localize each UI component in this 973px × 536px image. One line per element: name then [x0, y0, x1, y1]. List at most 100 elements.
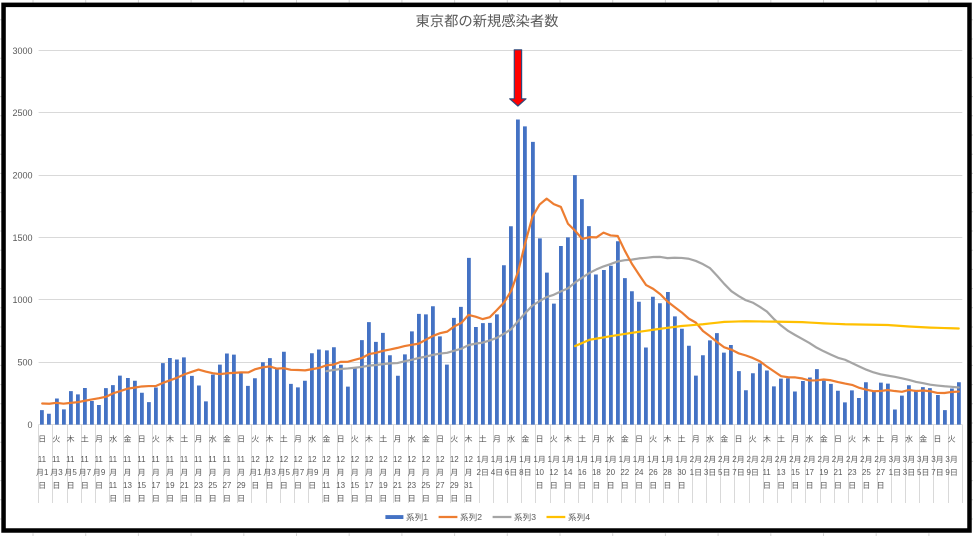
svg-text:12: 12	[279, 455, 288, 464]
svg-text:1: 1	[257, 468, 262, 477]
svg-text:2: 2	[860, 455, 865, 464]
svg-text:2: 2	[746, 455, 751, 464]
svg-text:12: 12	[379, 455, 388, 464]
svg-text:12: 12	[464, 455, 473, 464]
svg-text:29: 29	[450, 481, 459, 490]
svg-text:11: 11	[80, 455, 89, 464]
svg-text:9: 9	[746, 468, 751, 477]
svg-text:11: 11	[322, 481, 331, 490]
svg-text:10: 10	[535, 468, 544, 477]
svg-text:19: 19	[166, 481, 175, 490]
svg-text:12: 12	[549, 468, 558, 477]
svg-text:14: 14	[564, 468, 573, 477]
svg-text:21: 21	[180, 481, 189, 490]
svg-text:1500: 1500	[12, 233, 32, 243]
svg-text:500: 500	[17, 357, 32, 367]
svg-text:27: 27	[436, 481, 445, 490]
svg-text:12: 12	[322, 455, 331, 464]
svg-text:12: 12	[308, 455, 317, 464]
svg-text:17: 17	[365, 481, 374, 490]
svg-text:22: 22	[620, 468, 629, 477]
svg-text:12: 12	[407, 455, 416, 464]
svg-text:12: 12	[393, 455, 402, 464]
svg-text:11: 11	[123, 455, 132, 464]
svg-text:1: 1	[491, 455, 496, 464]
svg-text:19: 19	[379, 481, 388, 490]
svg-text:2: 2	[761, 455, 766, 464]
svg-text:3: 3	[58, 468, 63, 477]
svg-text:2: 2	[789, 455, 794, 464]
svg-text:2: 2	[846, 455, 851, 464]
svg-text:6: 6	[505, 468, 510, 477]
svg-text:2: 2	[775, 455, 780, 464]
svg-text:12: 12	[294, 455, 303, 464]
svg-text:11: 11	[95, 455, 104, 464]
svg-text:3: 3	[271, 468, 276, 477]
svg-text:7: 7	[732, 468, 737, 477]
svg-text:26: 26	[649, 468, 658, 477]
svg-text:18: 18	[592, 468, 601, 477]
svg-text:23: 23	[407, 481, 416, 490]
svg-text:2: 2	[832, 455, 837, 464]
svg-text:3000: 3000	[12, 46, 32, 56]
svg-text:11: 11	[762, 468, 771, 477]
svg-text:20: 20	[606, 468, 615, 477]
svg-text:5: 5	[718, 468, 723, 477]
svg-text:1: 1	[661, 455, 666, 464]
svg-text:25: 25	[421, 481, 430, 490]
svg-text:2: 2	[704, 455, 709, 464]
svg-text:11: 11	[52, 455, 61, 464]
svg-text:12: 12	[336, 455, 345, 464]
svg-text:12: 12	[265, 455, 274, 464]
svg-text:1: 1	[590, 455, 595, 464]
svg-text:12: 12	[421, 455, 430, 464]
svg-text:2: 2	[690, 455, 695, 464]
svg-text:1: 1	[889, 468, 894, 477]
svg-text:15: 15	[137, 481, 146, 490]
svg-text:29: 29	[237, 481, 246, 490]
svg-text:21: 21	[834, 468, 843, 477]
svg-text:1: 1	[675, 455, 680, 464]
svg-text:17: 17	[151, 481, 160, 490]
svg-text:13: 13	[123, 481, 132, 490]
svg-text:1: 1	[604, 455, 609, 464]
svg-text:2: 2	[718, 455, 723, 464]
svg-text:1: 1	[548, 455, 553, 464]
svg-text:1000: 1000	[12, 295, 32, 305]
svg-text:2: 2	[818, 455, 823, 464]
svg-text:0: 0	[27, 420, 32, 430]
svg-text:11: 11	[38, 455, 47, 464]
svg-text:2: 2	[732, 455, 737, 464]
svg-text:8: 8	[519, 468, 524, 477]
svg-text:3: 3	[531, 512, 536, 522]
svg-text:3: 3	[903, 455, 908, 464]
svg-text:3: 3	[903, 468, 908, 477]
svg-text:9: 9	[101, 468, 106, 477]
svg-text:1: 1	[633, 455, 638, 464]
svg-text:21: 21	[393, 481, 402, 490]
svg-text:1: 1	[562, 455, 567, 464]
svg-text:15: 15	[791, 468, 800, 477]
svg-text:23: 23	[194, 481, 203, 490]
svg-text:1: 1	[505, 455, 510, 464]
svg-text:1: 1	[533, 455, 538, 464]
svg-text:11: 11	[237, 455, 246, 464]
svg-text:28: 28	[663, 468, 672, 477]
svg-text:17: 17	[805, 468, 814, 477]
svg-text:1: 1	[423, 512, 428, 522]
svg-text:11: 11	[137, 455, 146, 464]
svg-text:1: 1	[576, 455, 581, 464]
svg-text:2: 2	[477, 512, 482, 522]
svg-text:3: 3	[931, 455, 936, 464]
svg-text:27: 27	[876, 468, 885, 477]
svg-text:12: 12	[251, 455, 260, 464]
svg-text:12: 12	[436, 455, 445, 464]
svg-text:23: 23	[848, 468, 857, 477]
svg-text:5: 5	[917, 468, 922, 477]
svg-text:27: 27	[222, 481, 231, 490]
svg-text:1: 1	[44, 468, 49, 477]
svg-text:2000: 2000	[12, 170, 32, 180]
svg-text:3: 3	[945, 455, 950, 464]
svg-text:11: 11	[166, 455, 175, 464]
svg-text:7: 7	[87, 468, 92, 477]
